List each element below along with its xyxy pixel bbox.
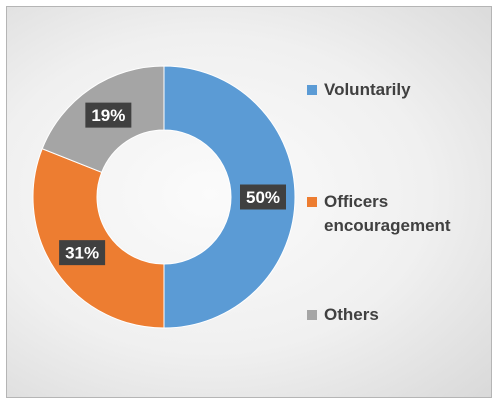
legend-item-officers-encouragement: Officers encouragement (307, 190, 451, 238)
legend-swatch-others (307, 310, 317, 320)
legend-item-voluntarily: Voluntarily (307, 78, 411, 102)
legend-label-officers-line1: Officers (324, 192, 389, 211)
data-label-text-officers-encouragement: 31% (65, 244, 99, 263)
donut-chart: 50% 31% 19% (32, 65, 296, 329)
legend-label-voluntarily: Voluntarily (324, 80, 411, 99)
legend-label-others: Others (324, 305, 379, 324)
legend-label-officers-line2: encouragement (324, 216, 451, 235)
donut-slice-voluntarily (163, 65, 296, 329)
data-label-text-others: 19% (91, 106, 125, 125)
data-label-voluntarily: 50% (240, 184, 286, 210)
chart-area: 50% 31% 19% Voluntarily Officers encourage… (6, 6, 492, 398)
donut-slice-officers-encouragement (32, 148, 165, 329)
data-label-text-voluntarily: 50% (246, 188, 280, 207)
legend-item-others: Others (307, 303, 379, 327)
data-label-officers-encouragement: 31% (59, 240, 106, 266)
legend-swatch-officers-encouragement (307, 197, 317, 207)
legend-swatch-voluntarily (307, 85, 317, 95)
data-label-others: 19% (85, 102, 132, 128)
